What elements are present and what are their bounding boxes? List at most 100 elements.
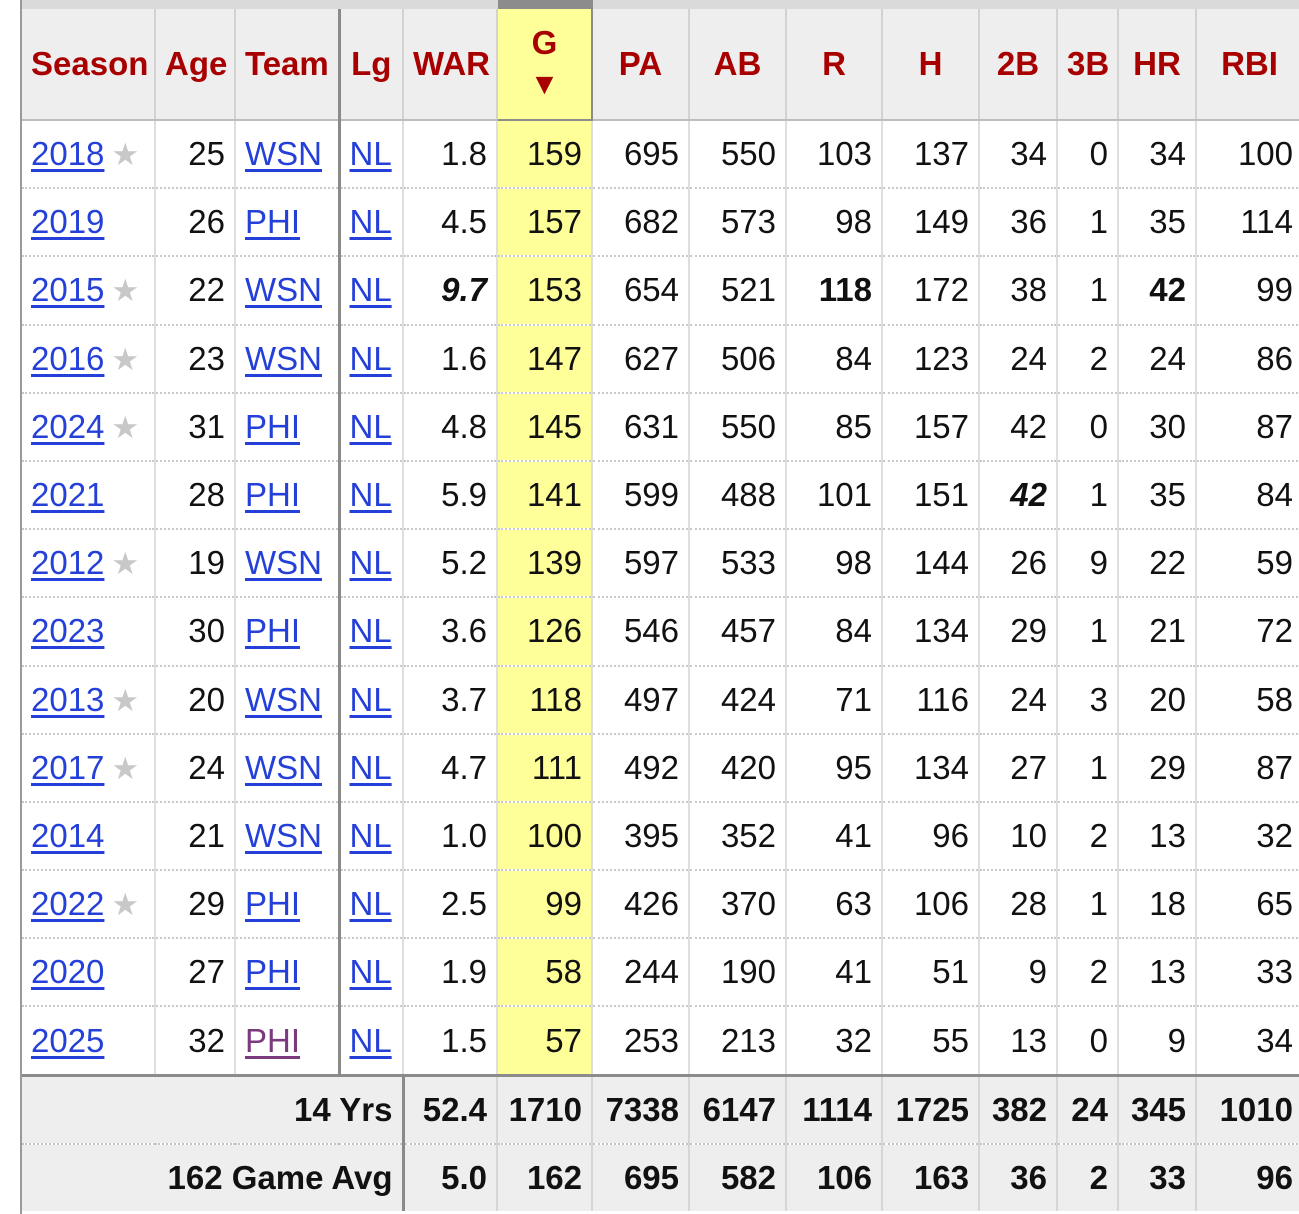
col-header-h[interactable]: H <box>882 0 980 121</box>
g-cell: 159 <box>497 120 593 190</box>
h-cell: 116 <box>882 665 980 735</box>
war-cell: 1.5 <box>403 1006 498 1077</box>
season-link[interactable]: 2023 <box>31 612 105 650</box>
league-link[interactable]: NL <box>349 748 392 786</box>
team-link[interactable]: WSN <box>245 680 322 718</box>
team-link[interactable]: PHI <box>245 407 301 445</box>
stat-value: 118 <box>529 680 582 718</box>
war-cell: 5.9 <box>403 460 498 531</box>
col-header-war[interactable]: WAR <box>403 0 498 121</box>
team-cell: PHI <box>235 597 341 667</box>
league-link[interactable]: NL <box>349 203 392 241</box>
team-link[interactable]: PHI <box>245 885 301 923</box>
col-header-g[interactable]: G ▼ <box>496 0 593 121</box>
team-link[interactable]: WSN <box>245 816 322 854</box>
b2-cell: 10 <box>979 801 1058 872</box>
col-header-2b[interactable]: 2B <box>979 0 1058 121</box>
col-header-ab[interactable]: AB <box>689 0 787 121</box>
league-link[interactable]: NL <box>349 476 392 514</box>
league-link[interactable]: NL <box>349 612 392 650</box>
stat-value: 71 <box>835 680 872 718</box>
g-cell: 58 <box>497 938 593 1008</box>
stat-value: 253 <box>623 1021 679 1059</box>
league-link[interactable]: NL <box>349 135 392 173</box>
season-link[interactable]: 2025 <box>31 1021 105 1059</box>
season-link[interactable]: 2012 <box>31 544 105 582</box>
league-link[interactable]: NL <box>349 680 392 718</box>
season-link[interactable]: 2022 <box>31 885 105 923</box>
col-header-pa[interactable]: PA <box>592 0 690 121</box>
season-cell: 2016 ★ <box>22 324 156 394</box>
league-cell: NL <box>339 597 404 667</box>
league-link[interactable]: NL <box>349 407 392 445</box>
team-link[interactable]: WSN <box>245 339 322 377</box>
team-link[interactable]: PHI <box>245 612 301 650</box>
season-link[interactable]: 2014 <box>31 816 105 854</box>
season-cell: 2020 <box>22 938 156 1008</box>
total-hr-cell: 345 <box>1118 1073 1197 1145</box>
col-header-3b[interactable]: 3B <box>1057 0 1119 121</box>
league-link[interactable]: NL <box>349 271 392 309</box>
g-cell: 99 <box>497 870 593 940</box>
team-link[interactable]: WSN <box>245 135 322 173</box>
age-cell: 29 <box>155 870 236 940</box>
total-g-cell: 1710 <box>497 1073 593 1145</box>
ab-cell: 352 <box>689 801 787 872</box>
rbi-cell: 72 <box>1196 597 1299 667</box>
stat-value: 573 <box>720 203 776 241</box>
season-link[interactable]: 2021 <box>31 476 105 514</box>
league-link[interactable]: NL <box>349 885 392 923</box>
ab-cell: 190 <box>689 938 787 1008</box>
col-header-lg[interactable]: Lg <box>339 0 404 121</box>
stat-value: 0 <box>1089 1021 1108 1059</box>
season-link[interactable]: 2013 <box>31 680 105 718</box>
team-cell: WSN <box>235 256 341 326</box>
team-link[interactable]: PHI <box>245 1021 301 1059</box>
pa-cell: 244 <box>592 938 690 1008</box>
team-cell: PHI <box>235 1006 341 1077</box>
rbi-cell: 33 <box>1196 938 1299 1008</box>
stat-value: 18 <box>1149 885 1186 923</box>
team-link[interactable]: WSN <box>245 748 322 786</box>
league-link[interactable]: NL <box>349 544 392 582</box>
season-link[interactable]: 2016 <box>31 339 105 377</box>
league-link[interactable]: NL <box>349 816 392 854</box>
r-cell: 98 <box>786 188 883 258</box>
team-link[interactable]: PHI <box>245 953 301 991</box>
table-row: 2019 26 PHI NL 4.5 157 682 573 98 149 36 1 35 114 <box>22 188 1299 258</box>
col-header-age[interactable]: Age <box>155 0 236 121</box>
season-link[interactable]: 2017 <box>31 748 105 786</box>
col-header-hr[interactable]: HR <box>1118 0 1197 121</box>
col-header-rbi[interactable]: RBI <box>1196 0 1299 121</box>
rbi-cell: 58 <box>1196 665 1299 735</box>
pa-cell: 627 <box>592 324 690 394</box>
season-link[interactable]: 2018 <box>31 135 105 173</box>
season-link[interactable]: 2020 <box>31 953 105 991</box>
team-link[interactable]: WSN <box>245 544 322 582</box>
stat-value: 145 <box>526 407 582 445</box>
team-link[interactable]: PHI <box>245 476 301 514</box>
league-link[interactable]: NL <box>349 339 392 377</box>
stat-value: 20 <box>1149 680 1186 718</box>
b3-cell: 2 <box>1057 938 1119 1008</box>
col-header-team[interactable]: Team <box>235 0 341 121</box>
col-header-season[interactable]: Season <box>22 0 156 121</box>
league-link[interactable]: NL <box>349 953 392 991</box>
stat-value: 488 <box>720 476 776 514</box>
g-cell: 57 <box>497 1006 593 1077</box>
stat-value: 1.5 <box>441 1021 487 1059</box>
stat-value: 631 <box>623 407 679 445</box>
season-link[interactable]: 2024 <box>31 407 105 445</box>
stat-value: 4.7 <box>441 748 487 786</box>
season-link[interactable]: 2019 <box>31 203 105 241</box>
season-link[interactable]: 2015 <box>31 271 105 309</box>
league-link[interactable]: NL <box>349 1021 392 1059</box>
team-link[interactable]: PHI <box>245 203 301 241</box>
ab-cell: 213 <box>689 1006 787 1077</box>
stat-value: 32 <box>835 1021 872 1059</box>
team-link[interactable]: WSN <box>245 271 322 309</box>
table-row: 2013 ★ 20 WSN NL 3.7 118 497 424 71 116 24 3 20 58 <box>22 665 1299 735</box>
col-header-r[interactable]: R <box>786 0 883 121</box>
league-cell: NL <box>339 460 404 531</box>
hr-cell: 13 <box>1118 801 1197 872</box>
